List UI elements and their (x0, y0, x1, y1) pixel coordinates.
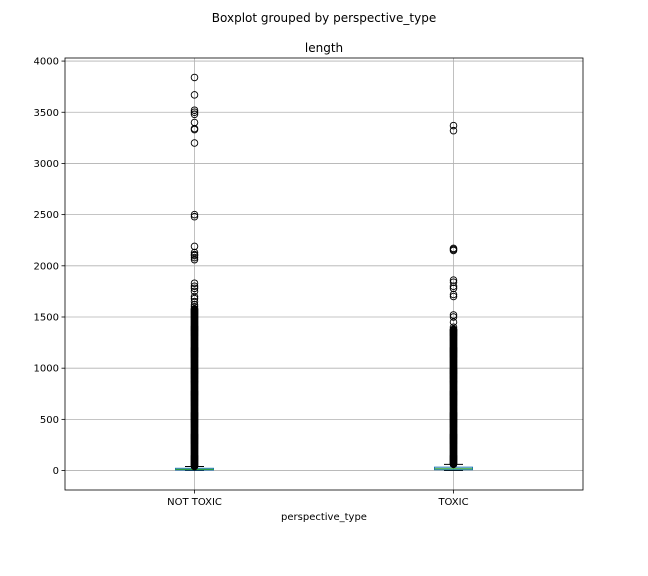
flier-point (449, 121, 458, 130)
flier-point (190, 139, 199, 147)
flier-point (449, 276, 458, 284)
flier-point (190, 287, 199, 296)
flier-point (190, 108, 199, 117)
flier-point (449, 323, 458, 331)
flier-point (190, 282, 199, 291)
y-tick-label: 3000 (34, 159, 59, 170)
grid-lines (65, 58, 583, 490)
plot-area (175, 73, 473, 472)
flier-point (449, 244, 458, 253)
y-tick-label: 4000 (34, 57, 59, 68)
flier-point (190, 294, 199, 303)
flier-point (449, 278, 458, 286)
flier-point (190, 110, 199, 119)
flier-point (449, 126, 458, 135)
y-tick-label: 2500 (34, 210, 59, 221)
flier-group (449, 121, 458, 469)
flier-point (190, 297, 199, 306)
y-tick-label: 0 (53, 466, 59, 477)
flier-point (190, 212, 199, 221)
axes-title: length (305, 41, 343, 55)
flier-point (190, 210, 199, 219)
flier-point (190, 253, 199, 262)
x-tick-label: TOXIC (437, 497, 468, 508)
y-tick-label: 1000 (34, 364, 59, 375)
y-tick-label: 500 (40, 415, 59, 426)
axes-frame (64, 57, 584, 491)
flier-point (190, 73, 199, 82)
flier-point (449, 290, 458, 299)
flier-point (190, 91, 199, 99)
box-group (175, 73, 214, 472)
flier-point (190, 250, 199, 259)
x-tick-label: NOT TOXIC (167, 497, 222, 508)
flier-point (190, 255, 199, 264)
flier-point (190, 279, 199, 287)
flier-point (449, 292, 458, 301)
flier-point (449, 282, 458, 291)
flier-point (190, 303, 199, 311)
x-axis-ticks: NOT TOXIC TOXIC (167, 490, 469, 508)
flier-point (190, 118, 199, 127)
flier-point (190, 248, 199, 257)
flier-point (190, 106, 199, 114)
flier-point (190, 242, 199, 251)
flier-point (190, 300, 199, 309)
flier-point (449, 325, 458, 334)
figure-suptitle: Boxplot grouped by perspective_type (212, 11, 436, 25)
flier-point (449, 311, 458, 319)
flier-group (190, 73, 199, 471)
flier-point (449, 318, 458, 326)
flier-point (449, 313, 458, 321)
flier-point (190, 292, 199, 301)
box-group (434, 121, 473, 472)
flier-point (449, 284, 458, 293)
y-tick-label: 2000 (34, 261, 59, 272)
flier-point (190, 284, 199, 293)
flier-point (190, 124, 199, 133)
y-tick-label: 1500 (34, 312, 59, 323)
x-axis-label: perspective_type (281, 512, 367, 523)
y-tick-label: 3500 (34, 108, 59, 119)
flier-point (190, 305, 199, 313)
y-axis-ticks: 0 500 1000 1500 2000 2500 3000 3500 4000 (34, 57, 65, 477)
